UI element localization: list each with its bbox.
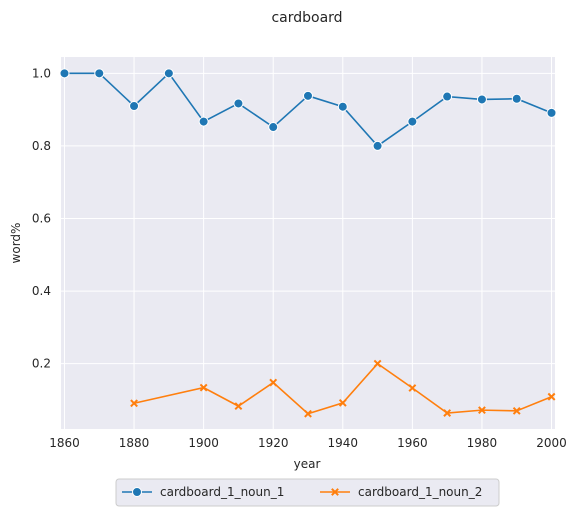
y-tick-label: 0.8 <box>32 139 51 153</box>
data-point <box>547 392 556 401</box>
series-2 <box>130 359 556 418</box>
series-layer <box>59 68 557 418</box>
y-tick-labels: 0.2 0.4 0.6 0.8 1.0 <box>32 66 51 370</box>
data-point <box>372 140 383 151</box>
legend: cardboard_1_noun_1 cardboard_1_noun_2 <box>115 478 500 507</box>
data-point <box>303 90 313 101</box>
data-point <box>407 116 418 127</box>
y-tick-label: 0.4 <box>32 284 51 298</box>
plot-area <box>61 57 555 429</box>
data-point <box>130 399 138 408</box>
x-tick-label: 1880 <box>119 436 150 450</box>
data-point <box>478 406 486 415</box>
x-tick-label: 1940 <box>328 436 359 450</box>
x-tick-label: 1980 <box>467 436 498 450</box>
x-tick-label: 2000 <box>536 436 567 450</box>
x-tick-label: 1920 <box>258 436 289 450</box>
data-point <box>337 101 348 112</box>
data-point <box>304 409 312 418</box>
data-point <box>408 384 417 392</box>
data-point <box>199 383 208 392</box>
series-line <box>133 362 552 415</box>
data-point <box>269 378 278 387</box>
data-point <box>59 68 70 79</box>
data-point <box>198 116 209 127</box>
data-point <box>233 98 244 109</box>
x-axis-label: year <box>294 457 321 471</box>
y-tick-label: 1.0 <box>32 66 51 80</box>
x-tick-labels: 1860 1880 1900 1920 1940 1960 1980 2000 <box>49 436 567 450</box>
data-point <box>129 100 140 111</box>
legend-label: cardboard_1_noun_2 <box>358 485 482 499</box>
data-point <box>268 122 279 133</box>
data-point <box>94 68 105 79</box>
y-axis-label: word% <box>9 223 23 264</box>
data-point <box>163 68 174 79</box>
x-tick-label: 1960 <box>397 436 428 450</box>
data-point <box>511 93 522 104</box>
y-tick-label: 0.2 <box>32 357 51 371</box>
legend-entry: cardboard_1_noun_1 <box>122 485 284 499</box>
x-tick-label: 1900 <box>188 436 219 450</box>
legend-frame <box>115 478 500 507</box>
data-point <box>373 359 382 368</box>
legend-label: cardboard_1_noun_1 <box>160 485 284 499</box>
data-point <box>512 406 521 415</box>
data-point <box>443 409 452 417</box>
data-point <box>234 402 243 411</box>
series-1 <box>59 68 557 151</box>
legend-marker <box>132 487 142 497</box>
data-point <box>476 94 487 105</box>
data-point <box>546 107 557 118</box>
x-tick-label: 1860 <box>49 436 80 450</box>
y-tick-label: 0.6 <box>32 212 51 226</box>
data-point <box>338 398 347 407</box>
chart-title: cardboard <box>271 10 342 26</box>
data-point <box>442 91 453 102</box>
legend-marker <box>331 488 339 496</box>
legend-entry: cardboard_1_noun_2 <box>320 485 482 499</box>
